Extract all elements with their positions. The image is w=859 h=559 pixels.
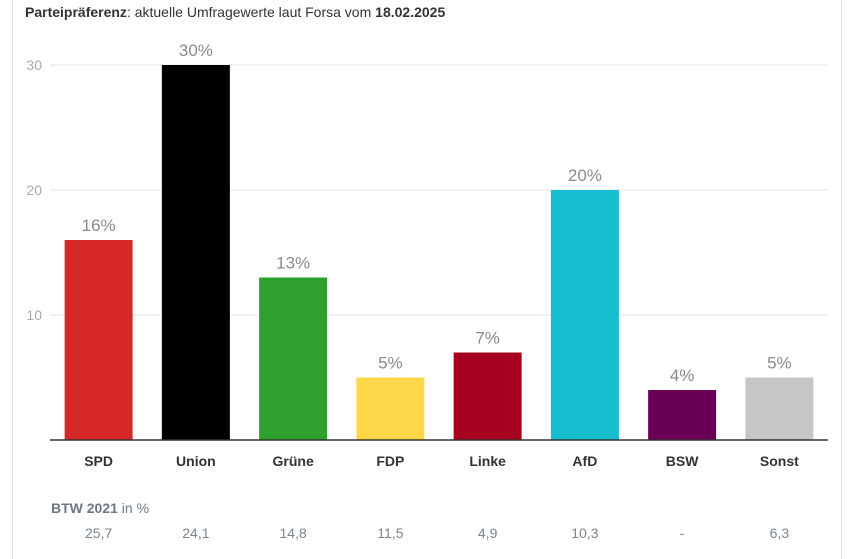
value-label: 16% bbox=[82, 216, 116, 235]
chart-title: Parteipräferenz: aktuelle Umfragewerte l… bbox=[25, 4, 445, 20]
value-label: 7% bbox=[475, 329, 500, 348]
btw-value: 6,3 bbox=[770, 525, 790, 541]
bar-sonst bbox=[745, 377, 814, 440]
title-bold-prefix: Parteipräferenz bbox=[25, 4, 127, 20]
x-tick-label: BSW bbox=[666, 453, 699, 469]
btw-2021-values: 25,7 24,1 14,8 11,5 4,9 10,3 - 6,3 bbox=[85, 525, 789, 541]
frame-right-border bbox=[841, 0, 842, 559]
y-tick-label: 30 bbox=[26, 57, 42, 73]
x-tick-label: AfD bbox=[572, 453, 597, 469]
btw-value: 25,7 bbox=[85, 525, 112, 541]
bar-grüne bbox=[259, 277, 328, 440]
bar-spd bbox=[64, 240, 133, 440]
btw-2021-label: BTW 2021 in % bbox=[51, 500, 149, 516]
bar-linke bbox=[453, 352, 522, 440]
btw-value: 10,3 bbox=[571, 525, 598, 541]
value-label: 5% bbox=[378, 354, 403, 373]
x-tick-label: SPD bbox=[84, 453, 113, 469]
title-date: 18.02.2025 bbox=[375, 4, 446, 20]
bar-bsw bbox=[648, 390, 717, 440]
title-middle: : aktuelle Umfragewerte laut Forsa vom bbox=[126, 4, 376, 20]
bar-union bbox=[161, 65, 230, 440]
btw-value: 4,9 bbox=[478, 525, 498, 541]
y-axis-ticks: 10 20 30 bbox=[26, 57, 42, 323]
x-tick-label: Grüne bbox=[273, 453, 314, 469]
btw-value: 24,1 bbox=[182, 525, 209, 541]
x-tick-label: Linke bbox=[469, 453, 506, 469]
value-label: 13% bbox=[276, 254, 310, 273]
btw-label-bold: BTW 2021 bbox=[51, 500, 118, 516]
y-tick-label: 10 bbox=[26, 307, 42, 323]
bar-fdp bbox=[356, 377, 425, 440]
x-axis-labels: SPD Union Grüne FDP Linke AfD BSW Sonst bbox=[84, 453, 799, 469]
btw-label-rest: in % bbox=[117, 500, 150, 516]
btw-value: - bbox=[680, 525, 685, 541]
btw-value: 11,5 bbox=[377, 525, 403, 541]
frame-left-border bbox=[12, 0, 13, 559]
x-tick-label: Sonst bbox=[760, 453, 799, 469]
bars bbox=[64, 65, 814, 440]
value-label: 5% bbox=[767, 354, 792, 373]
btw-value: 14,8 bbox=[280, 525, 307, 541]
value-label: 4% bbox=[670, 366, 695, 385]
y-tick-label: 20 bbox=[26, 182, 42, 198]
x-tick-label: Union bbox=[176, 453, 216, 469]
x-tick-label: FDP bbox=[376, 453, 404, 469]
value-labels: 16% 30% 13% 5% 7% 20% 4% 5% bbox=[82, 41, 792, 385]
bar-afd bbox=[550, 190, 619, 440]
value-label: 20% bbox=[568, 166, 602, 185]
value-label: 30% bbox=[179, 41, 213, 60]
